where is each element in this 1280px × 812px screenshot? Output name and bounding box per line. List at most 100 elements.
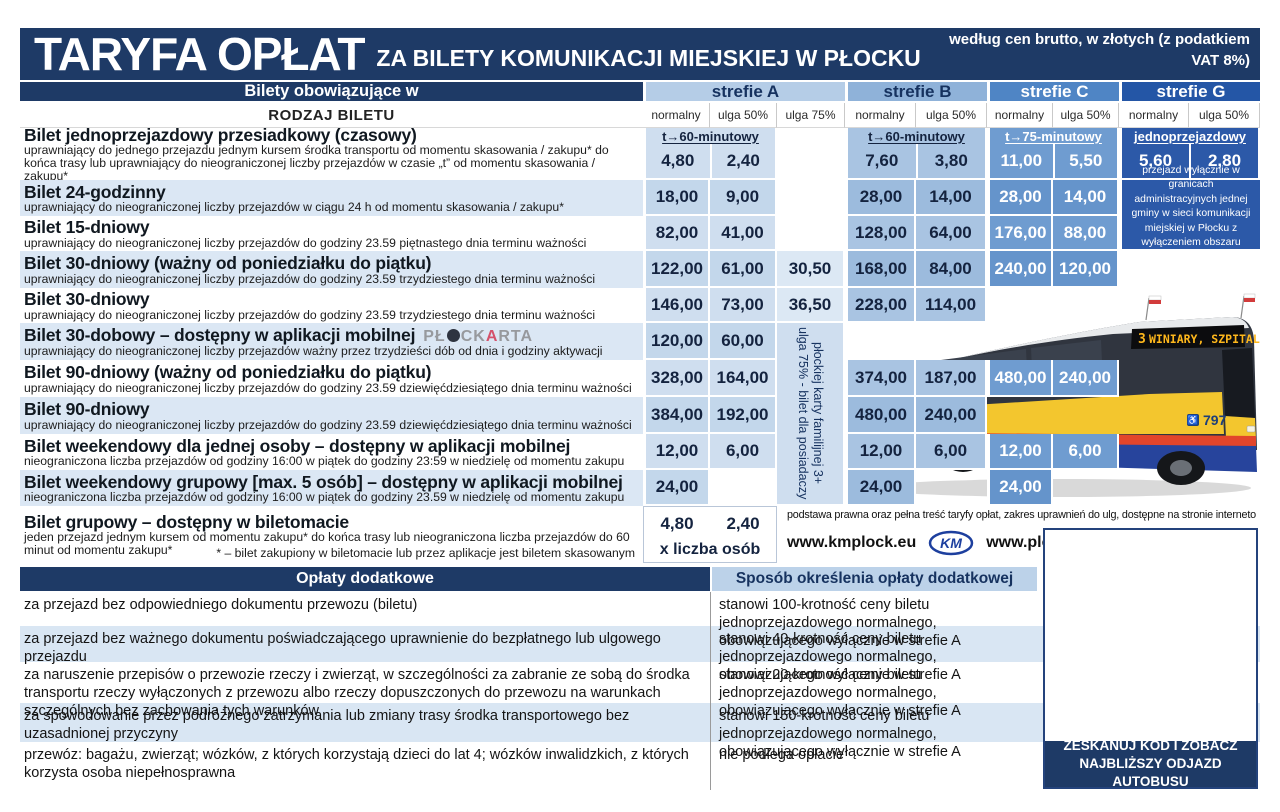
price-cell: 24,00: [643, 470, 710, 506]
additional-fees-title: Opłaty dodatkowe: [20, 567, 710, 591]
ticket-name: Bilet 90-dniowy: [24, 399, 150, 420]
ticket-row: Bilet 30-dniowy (ważny od poniedziałku d…: [20, 251, 643, 288]
ticket-row: Bilet 90-dniowy uprawniający do nieogran…: [20, 397, 643, 434]
price-cell: 64,00: [916, 216, 987, 251]
valid-from-line: obowiązuje od dnia 1 września 2024 r.: [980, 8, 1250, 26]
price-cell: 192,00: [710, 397, 777, 434]
zone-b-header: strefie B: [845, 82, 987, 103]
time-limit-header: t→75-minutowy: [1005, 129, 1102, 144]
km-logo: KM: [928, 530, 974, 556]
ticket-description: uprawniający do nieograniczonej liczby p…: [24, 380, 632, 395]
qr-code-box: ZESKANUJ KOD I ZOBACZ NAJBLIŻSZY ODJAZD …: [1043, 528, 1258, 789]
zone-c-timed-group: t→75-minutowy 11,00 5,50: [987, 128, 1119, 180]
col-header-ulga50: ulga 50%: [1053, 103, 1119, 128]
price-cell: 12,00: [643, 434, 710, 470]
poster-subtitle: ZA BILETY KOMUNIKACJI MIEJSKIEJ W PŁOCKU: [376, 45, 921, 71]
ticket-row: Bilet 30-dobowy – dostępny w aplikacji m…: [20, 323, 643, 360]
ticket-description: uprawniający do nieograniczonej liczby p…: [24, 200, 564, 215]
price-cell: 28,00: [987, 180, 1053, 216]
price-cell: 24,00: [845, 470, 916, 506]
tickets-valid-in-header: Bilety obowiązujące w: [20, 82, 643, 103]
ticket-row: Bilet 15-dniowy uprawniający do nieogran…: [20, 216, 643, 251]
col-header-ulga50: ulga 50%: [1189, 103, 1260, 128]
time-limit-header: t→60-minutowy: [868, 129, 965, 144]
price-cell: 30,50: [777, 251, 845, 288]
legal-note-block: podstawa prawna oraz pełna treść taryfy …: [777, 506, 1260, 563]
fee-calculation-title: Sposób określenia opłaty dodatkowej: [712, 567, 1037, 591]
ticket-description: uprawniający do nieograniczonej liczby p…: [24, 307, 596, 322]
price-cell: 128,00: [845, 216, 916, 251]
fee-row: za naruszenie przepisów o przewozie rzec…: [20, 662, 1260, 719]
fee-amount-rule: stanowi 20-krotność ceny biletu jednoprz…: [710, 662, 1035, 719]
price-cell: 14,00: [916, 180, 987, 216]
qr-code-placeholder: [1045, 530, 1256, 741]
price-cell: 122,00: [643, 251, 710, 288]
price-cell: 187,00: [916, 360, 987, 397]
zone-a-header: strefie A: [643, 82, 845, 103]
group-ticket-price-box: 4,80 2,40 x liczba osób: [643, 506, 777, 563]
km-website-link: www.kmplock.eu: [787, 534, 917, 551]
price-cell: 88,00: [1053, 216, 1119, 251]
zone-b-timed-group: t→60-minutowy 7,60 3,80: [845, 128, 987, 180]
price-cell: 240,00: [987, 251, 1053, 288]
price-cell: 114,00: [916, 288, 987, 323]
fee-offense: za przejazd bez odpowiedniego dokumentu …: [24, 597, 418, 613]
price-cell: 41,00: [710, 216, 777, 251]
col-header-ulga50: ulga 50%: [916, 103, 987, 128]
price-cell-empty: [710, 470, 777, 506]
price-cell: 6,00: [916, 434, 987, 470]
ticket-row: Bilet 90-dniowy (ważny od poniedziałku d…: [20, 360, 643, 397]
ticket-name: Bilet 24-godzinny: [24, 181, 166, 202]
price-cell: 4,80: [660, 514, 694, 533]
ticket-name: Bilet 30-dniowy: [24, 289, 150, 310]
price-cell: 24,00: [987, 470, 1053, 506]
ticket-name: Bilet grupowy – dostępny w biletomacie: [24, 511, 349, 532]
price-cell: 2,80: [1189, 144, 1258, 178]
price-cell: 84,00: [916, 251, 987, 288]
ticket-row: Bilet 30-dniowy uprawniający do nieogran…: [20, 288, 643, 323]
zone-a-timed-group: t→60-minutowy 4,80 2,40: [643, 128, 777, 180]
zone-g-restriction-note: przejazd wyłącznie w granicach administr…: [1119, 165, 1260, 263]
price-cell: 120,00: [643, 323, 710, 360]
zone-c-header: strefie C: [987, 82, 1119, 103]
col-header-normal: normalny: [643, 103, 710, 128]
price-cell: 36,50: [777, 288, 845, 323]
ticket-type-column-header: RODZAJ BILETU: [20, 103, 643, 128]
price-cell: 6,00: [1053, 434, 1119, 470]
kasowanie-footnote: * – bilet zakupiony w biletomacie lub pr…: [216, 546, 635, 560]
price-cell: 176,00: [987, 216, 1053, 251]
price-cell: 328,00: [643, 360, 710, 397]
zone-g-header: strefie G: [1119, 82, 1260, 103]
price-cell: 480,00: [845, 397, 916, 434]
price-cell: 5,50: [1052, 144, 1118, 178]
price-cell: 2,40: [709, 144, 776, 178]
price-cell: 28,00: [845, 180, 916, 216]
col-header-normal: normalny: [845, 103, 916, 128]
ticket-description: uprawniający do nieograniczonej liczby p…: [24, 271, 596, 286]
col-header-ulga75: ulga 75%: [777, 103, 845, 128]
col-header-normal: normalny: [1119, 103, 1189, 128]
ticket-name: Bilet 90-dniowy (ważny od poniedziałku d…: [24, 362, 432, 383]
price-cell: 240,00: [916, 397, 987, 434]
price-cell: 82,00: [643, 216, 710, 251]
price-cell: 14,00: [1053, 180, 1119, 216]
price-cell: 12,00: [987, 434, 1053, 470]
price-cell: 12,00: [845, 434, 916, 470]
time-limit-header: t→60-minutowy: [662, 129, 759, 144]
masthead: TARYFA OPŁAT ZA BILETY KOMUNIKACJI MIEJS…: [20, 9, 1260, 81]
fee-row: za przejazd bez odpowiedniego dokumentu …: [20, 592, 1260, 649]
plockarta-logo: PŁ CKARTA: [423, 327, 534, 345]
price-cell: 61,00: [710, 251, 777, 288]
ticket-row: Bilet weekendowy grupowy [max. 5 osób] –…: [20, 470, 643, 506]
svg-text:KM: KM: [940, 535, 962, 551]
poster-title: TARYFA OPŁAT: [34, 28, 365, 81]
price-cell: 11,00: [1000, 151, 1043, 170]
ticket-price-table: Bilety obowiązujące w strefie A strefie …: [20, 82, 1260, 563]
ticket-name: Bilet 30-dobowy – dostępny w aplikacji m…: [24, 324, 534, 345]
price-cell: 240,00: [1053, 360, 1119, 397]
price-cell: 5,60: [1138, 151, 1173, 170]
price-cell: 146,00: [643, 288, 710, 323]
per-person-multiplier: x liczba osób: [659, 541, 761, 558]
col-header-ulga50: ulga 50%: [710, 103, 777, 128]
